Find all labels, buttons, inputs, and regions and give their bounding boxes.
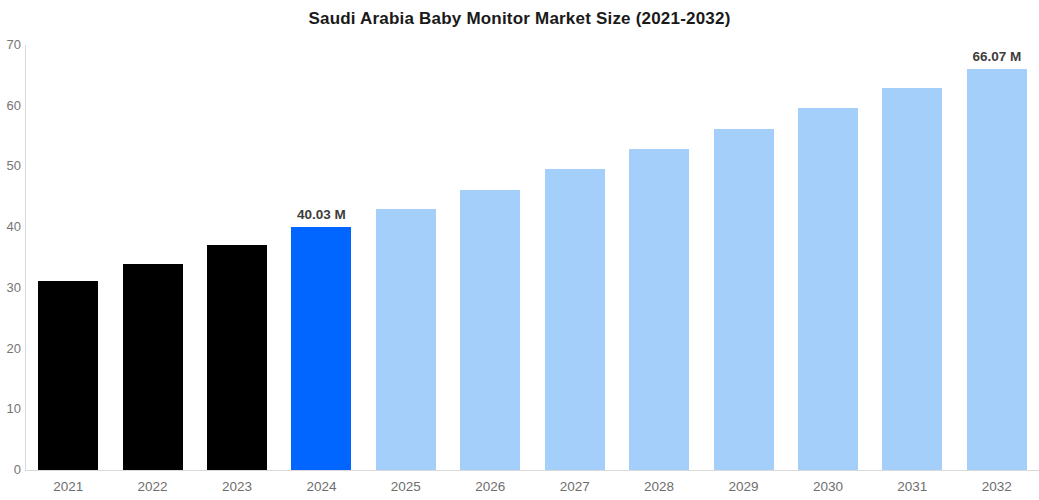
bar-2028 [629,149,689,470]
y-axis-tick-label: 0 [0,462,21,478]
x-axis-tick-label-2028: 2028 [621,479,697,494]
chart-container: Saudi Arabia Baby Monitor Market Size (2… [0,0,1039,500]
x-axis-tick-label-2027: 2027 [537,479,613,494]
bar-2021 [38,281,98,470]
x-axis-tick-label-2022: 2022 [115,479,191,494]
y-axis-tick-label: 60 [0,98,21,114]
bar-2031 [882,88,942,471]
x-axis-tick-label-2032: 2032 [959,479,1035,494]
y-axis-tick-label: 10 [0,401,21,417]
value-label-2032: 66.07 M [955,49,1039,64]
bar-2027 [545,169,605,470]
y-axis-tick-label: 40 [0,219,21,235]
x-axis-tick-label-2021: 2021 [30,479,106,494]
y-axis-tick-label: 20 [0,341,21,357]
x-axis-tick-label-2029: 2029 [706,479,782,494]
x-axis-tick-label-2024: 2024 [283,479,359,494]
bar-2032 [967,69,1027,470]
y-axis-tick-label: 70 [0,37,21,53]
x-axis-tick-label-2025: 2025 [368,479,444,494]
y-axis-tick-label: 30 [0,280,21,296]
bar-2026 [460,190,520,471]
bar-2029 [714,129,774,470]
plot-area: 0102030405060702021202220232024202520262… [25,45,1039,471]
bar-2030 [798,108,858,470]
chart-title: Saudi Arabia Baby Monitor Market Size (2… [0,9,1039,29]
bar-2023 [207,245,267,470]
y-axis-tick-label: 50 [0,158,21,174]
x-axis-tick-label-2026: 2026 [452,479,528,494]
x-axis-tick-label-2030: 2030 [790,479,866,494]
bar-2024 [291,227,351,470]
bar-2025 [376,209,436,470]
bar-2022 [123,264,183,470]
x-axis-tick-label-2023: 2023 [199,479,275,494]
value-label-2024: 40.03 M [279,207,363,222]
x-axis-tick-label-2031: 2031 [874,479,950,494]
